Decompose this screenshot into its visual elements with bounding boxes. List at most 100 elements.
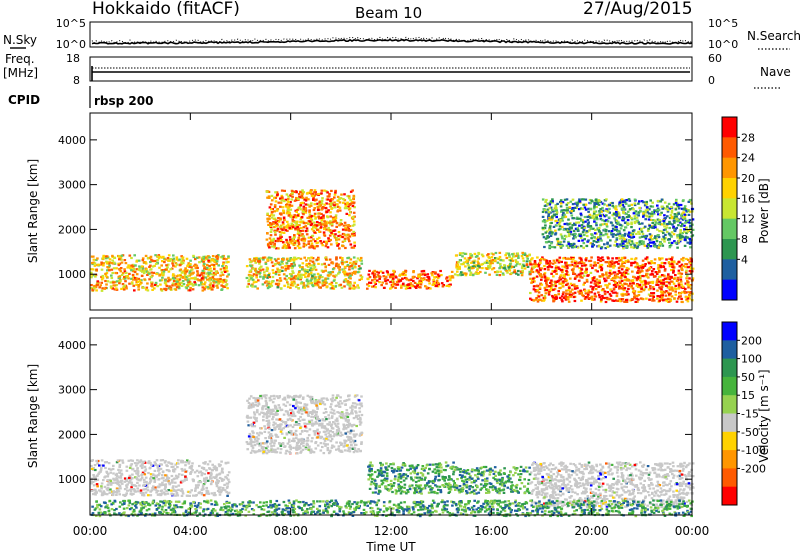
power-echo-cell-5 <box>680 279 683 281</box>
power-echo-cell-5 <box>653 292 656 294</box>
power-echo-cell-0 <box>221 265 224 267</box>
power-echo-cell-5 <box>595 288 598 290</box>
velocity-echo-cell-0 <box>95 460 98 462</box>
power-echo-cell-6 <box>621 234 624 236</box>
velocity-echo-cell-0 <box>181 488 184 490</box>
power-echo-cell-5 <box>576 285 579 287</box>
power-echo-cell-0 <box>136 277 139 279</box>
power-echo-cell-1 <box>263 271 266 273</box>
power-echo-cell-5 <box>645 269 648 271</box>
velocity-echo-cell-0 <box>96 483 99 485</box>
power-echo-cell-0 <box>94 275 97 277</box>
power-echo-cell-4 <box>509 269 512 271</box>
power-echo-cell-5 <box>552 275 555 277</box>
power-echo-cell-6 <box>580 245 583 247</box>
power-echo-cell-5 <box>645 273 648 275</box>
power-echo-cell-6 <box>588 229 591 231</box>
power-echo-cell-2 <box>298 237 301 239</box>
power-echo-cell-1 <box>344 266 347 268</box>
power-echo-cell-6 <box>684 208 687 210</box>
power-echo-cell-5 <box>609 298 612 300</box>
power-echo-cell-5 <box>648 282 651 284</box>
power-echo-cell-5 <box>670 281 673 283</box>
power-echo-cell-1 <box>331 287 334 289</box>
velocity-echo-cell-0 <box>118 493 121 495</box>
power-echo-cell-1 <box>293 282 296 284</box>
power-echo-cell-3 <box>428 280 431 282</box>
power-echo-cell-5 <box>635 301 638 303</box>
power-echo-cell-2 <box>298 243 301 245</box>
velocity-echo-cell-0 <box>194 490 197 492</box>
power-echo-cell-2 <box>311 242 314 244</box>
power-echo-cell-3 <box>422 279 425 281</box>
power-echo-cell-6 <box>637 203 640 205</box>
power-echo-cell-2 <box>296 209 299 211</box>
power-echo-cell-6 <box>551 216 554 218</box>
power-echo-cell-3 <box>449 275 452 277</box>
power-echo-cell-6 <box>626 246 629 248</box>
velocity-echo-cell-0 <box>172 487 175 489</box>
power-echo-cell-5 <box>613 280 616 282</box>
power-echo-cell-0 <box>97 280 100 282</box>
power-echo-cell-6 <box>684 239 687 241</box>
power-echo-cell-2 <box>273 210 276 212</box>
power-echo-cell-2 <box>306 227 309 229</box>
velocity-echo-cell-0 <box>211 469 214 471</box>
power-echo-cell-6 <box>622 247 625 249</box>
power-echo-cell-3 <box>368 274 371 276</box>
power-echo-cell-0 <box>114 272 117 274</box>
power-echo-cell-2 <box>269 242 272 244</box>
power-echo-cell-4 <box>508 266 511 268</box>
power-echo-cell-6 <box>666 223 669 225</box>
power-echo-cell-1 <box>349 288 352 290</box>
power-echo-cell-5 <box>678 270 681 272</box>
power-echo-cell-6 <box>547 215 550 217</box>
power-echo-cell-5 <box>557 293 560 295</box>
power-echo-cell-2 <box>297 214 300 216</box>
power-echo-cell-3 <box>418 286 421 288</box>
power-echo-cell-2 <box>314 203 317 205</box>
power-echo-cell-6 <box>611 205 614 207</box>
power-echo-cell-1 <box>322 285 325 287</box>
power-echo-cell-2 <box>302 235 305 237</box>
power-echo-cell-3 <box>412 280 415 282</box>
power-echo-cell-0 <box>161 277 164 279</box>
power-echo-cell-0 <box>99 284 102 286</box>
power-echo-cell-6 <box>555 220 558 222</box>
power-echo-cell-1 <box>278 274 281 276</box>
velocity-echo-cell-0 <box>118 490 121 492</box>
power-echo-cell-5 <box>646 256 649 258</box>
power-echo-cell-2 <box>321 200 324 202</box>
power-echo-cell-2 <box>277 247 280 249</box>
power-echo-cell-2 <box>315 193 318 195</box>
power-echo-cell-5 <box>670 258 673 260</box>
power-echo-cell-6 <box>590 237 593 239</box>
power-echo-cell-4 <box>484 272 487 274</box>
power-echo-cell-6 <box>649 236 652 238</box>
power-echo-cell-1 <box>332 268 335 270</box>
power-echo-cell-0 <box>213 282 216 284</box>
power-echo-cell-2 <box>353 202 356 204</box>
power-echo-cell-6 <box>642 212 645 214</box>
power-echo-cell-0 <box>132 274 135 276</box>
power-echo-cell-0 <box>226 275 229 277</box>
power-echo-cell-2 <box>299 232 302 234</box>
power-echo-cell-2 <box>310 240 313 242</box>
power-echo-cell-0 <box>171 262 174 264</box>
power-echo-cell-6 <box>556 211 559 213</box>
power-echo-cell-2 <box>324 207 327 209</box>
power-echo-cell-5 <box>605 261 608 263</box>
power-echo-cell-5 <box>595 264 598 266</box>
power-echo-cell-4 <box>486 268 489 270</box>
power-echo-cell-6 <box>545 211 548 213</box>
power-echo-cell-5 <box>653 288 656 290</box>
power-echo-cell-4 <box>496 271 499 273</box>
velocity-echo-cell-0 <box>106 493 109 495</box>
power-echo-cell-0 <box>186 265 189 267</box>
power-echo-cell-4 <box>503 264 506 266</box>
power-echo-cell-5 <box>565 284 568 286</box>
power-echo-cell-2 <box>335 214 338 216</box>
power-echo-cell-6 <box>572 203 575 205</box>
power-echo-cell-2 <box>344 238 347 240</box>
power-echo-cell-5 <box>640 291 643 293</box>
